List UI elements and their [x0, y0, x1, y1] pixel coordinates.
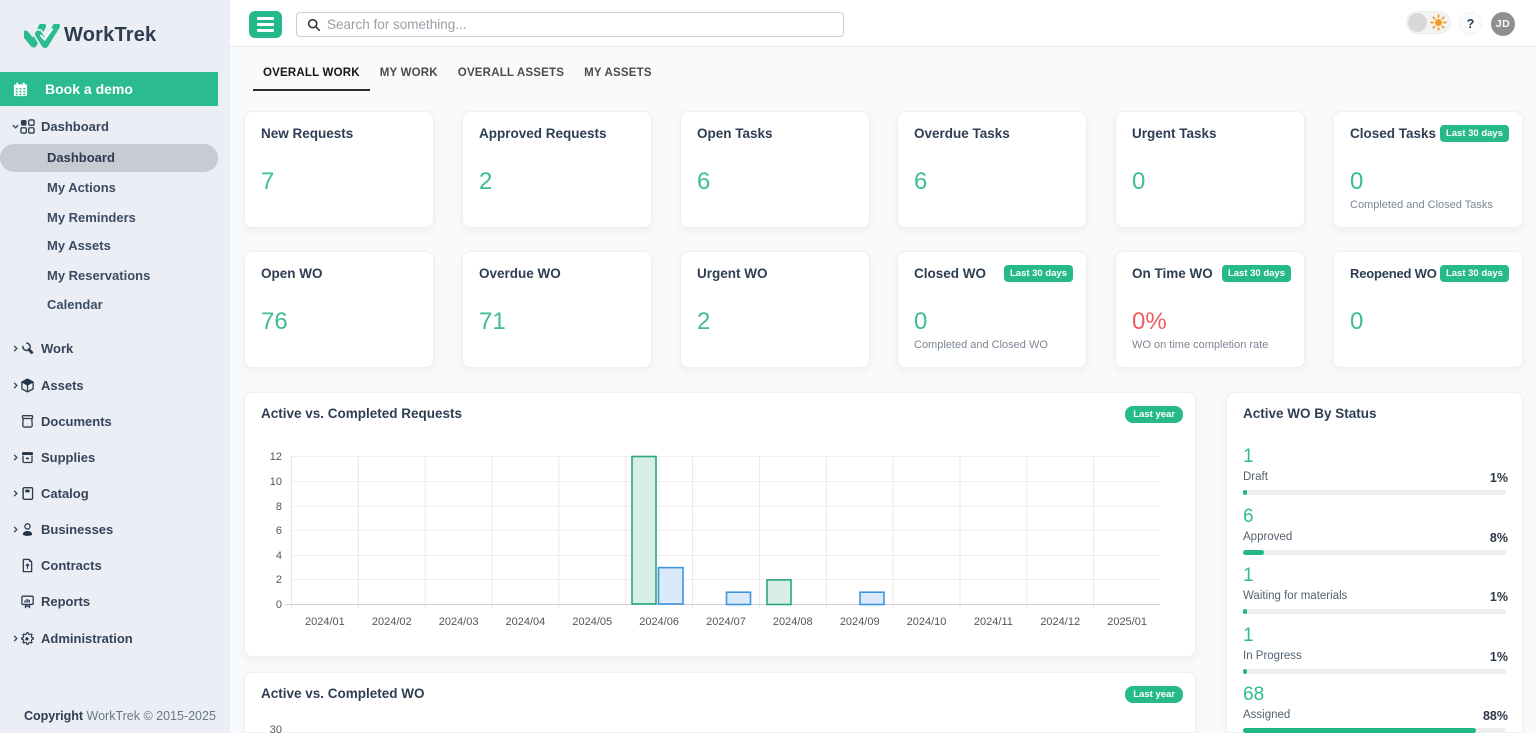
svg-text:2024/11: 2024/11 — [974, 616, 1013, 628]
svg-text:2024/07: 2024/07 — [706, 616, 746, 628]
svg-text:30: 30 — [270, 724, 282, 733]
svg-text:2024/12: 2024/12 — [1040, 616, 1080, 628]
svg-text:2025/01: 2025/01 — [1107, 616, 1147, 628]
svg-text:12: 12 — [270, 451, 282, 463]
svg-text:2024/01: 2024/01 — [305, 616, 345, 628]
svg-text:6: 6 — [276, 525, 282, 537]
svg-text:2024/03: 2024/03 — [439, 616, 479, 628]
svg-text:2024/02: 2024/02 — [372, 616, 412, 628]
svg-text:2024/06: 2024/06 — [639, 616, 679, 628]
svg-text:2024/09: 2024/09 — [840, 616, 880, 628]
svg-text:2024/05: 2024/05 — [572, 616, 612, 628]
svg-text:2024/08: 2024/08 — [773, 616, 813, 628]
svg-text:10: 10 — [270, 476, 282, 488]
svg-text:4: 4 — [276, 550, 282, 562]
svg-text:2024/10: 2024/10 — [907, 616, 947, 628]
svg-text:2024/04: 2024/04 — [506, 616, 546, 628]
svg-text:2: 2 — [276, 574, 282, 586]
svg-text:8: 8 — [276, 501, 282, 513]
svg-text:0: 0 — [276, 599, 282, 611]
